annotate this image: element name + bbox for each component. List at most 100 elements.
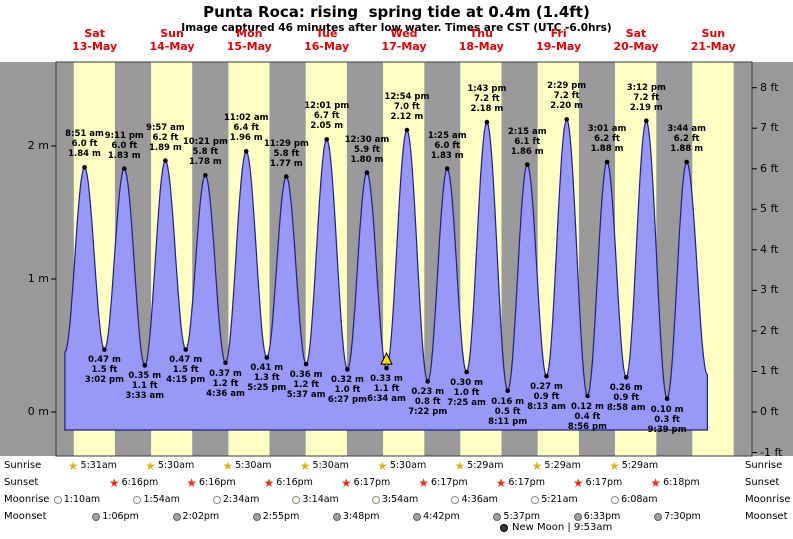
moonset-circle-icon [654,512,663,521]
moonrise-circle-icon [611,495,620,504]
astro-time: 5:29am [621,460,659,471]
low-tide-annotation: 0.47 m 1.5 ft 4:15 pm [154,355,218,385]
moonset-entry: 6:33pm [573,510,620,523]
sunrise-entry: ★ 5:31am [68,459,117,472]
sunrise-star-icon: ★ [454,458,466,473]
annotation-m: 1.83 m [430,150,464,161]
high-tide-annotation: 2:15 am 6.1 ft 1.86 m [495,127,559,157]
high-tide-annotation: 3:01 am 6.2 ft 1.88 m [575,124,639,154]
astro-row-label-right-moonset: Moonset [745,511,788,522]
annotation-m: 1.96 m [229,133,263,144]
tide-extreme-dot [82,165,87,170]
low-tide-annotation: 0.41 m 1.3 ft 5:25 pm [235,363,299,393]
annotation-ft: 0.4 ft [574,412,601,423]
day-label: Tue 16-May [297,27,357,53]
moonrise-circle-icon [133,495,142,504]
annotation-time: 4:15 pm [166,375,206,386]
moonrise-circle-icon [531,495,540,504]
astro-time: 2:34am [222,494,260,505]
moonset-circle-icon [172,512,181,521]
annotation-ft: 1.0 ft [453,388,480,399]
tide-extreme-dot [505,388,511,394]
low-tide-annotation: 0.37 m 1.2 ft 4:36 am [193,369,257,399]
sunrise-entry: ★ 5:30am [377,459,426,472]
tide-extreme-dot [564,117,569,122]
moonset-entry: 2:02pm [172,510,219,523]
day-date: 15-May [226,39,272,53]
moonrise-entry: 1:10am [53,493,100,506]
plot-border [55,61,753,457]
tide-extreme-dot [284,174,289,179]
high-tide-annotation: 1:43 pm 7.2 ft 2.18 m [455,84,519,114]
annotation-time: 8:51 am [65,129,104,140]
astro-time: 6:17pm [431,477,468,488]
sunrise-star-icon: ★ [299,458,311,473]
annotation-ft: 1.0 ft [334,385,361,396]
astro-time: 3:54am [381,494,419,505]
sunset-star-icon: ★ [572,475,584,490]
annotation-time: 6:34 am [367,394,406,405]
tide-extreme-dot [604,159,610,165]
day-date: 20-May [613,39,659,53]
astro-row-label-left-moonset: Moonset [4,511,47,522]
annotation-time: 8:11 pm [488,416,528,427]
sunset-entry: ★ 6:17pm [418,476,467,489]
day-label: Thu 18-May [451,27,511,53]
tide-extreme-dot [203,173,208,178]
annotation-m: 0.10 m [650,404,684,415]
low-tide-annotation: 0.23 m 0.8 ft 7:22 pm [396,387,460,417]
astro-row-label-left-moonrise: Moonrise [4,494,50,505]
low-tide-annotation: 0.27 m 0.9 ft 8:13 am [514,382,578,412]
sunset-star-icon: ★ [418,475,429,490]
astro-time: 5:30am [235,460,272,471]
sunrise-entry: ★ 5:30am [300,459,349,472]
annotation-time: 9:39 pm [647,424,687,435]
annotation-ft: 6.2 ft [594,133,620,144]
day-name: Tue [315,27,338,40]
tide-extreme-dot [484,119,490,125]
moonset-entry: 7:30pm [654,510,701,523]
astro-time: 5:30am [312,460,349,471]
astro-time: 4:42pm [423,511,460,522]
annotation-time: 1:25 am [427,130,467,141]
moonrise-circle-icon [451,495,460,504]
sunset-star-icon: ★ [108,475,120,490]
day-date: 14-May [149,39,195,53]
low-tide-annotation: 0.30 m 1.0 ft 7:25 am [435,378,499,408]
annotation-ft: 5.8 ft [192,147,219,158]
annotation-ft: 7.2 ft [473,94,500,105]
tide-extreme-dot [102,347,107,352]
annotation-time: 3:44 am [667,123,707,134]
sunset-entry: ★ 6:17pm [496,476,545,489]
day-label: Sat 20-May [606,27,666,53]
annotation-ft: 0.9 ft [613,393,640,404]
tide-extreme-dot [684,159,689,165]
annotation-m: 2.05 m [310,121,344,132]
high-tide-annotation: 10:21 pm 5.8 ft 1.78 m [173,137,237,167]
annotation-m: 1.80 m [350,154,384,165]
annotation-ft: 1.2 ft [293,380,319,391]
astro-time: 6:17pm [508,477,545,488]
annotation-m: 0.32 m [331,375,364,386]
moonset-circle-icon [573,512,582,521]
astro-time: 1:06pm [102,511,139,522]
moonset-circle-icon [252,512,261,521]
annotation-ft: 7.2 ft [633,92,660,103]
tide-extreme-dot [644,118,649,123]
annotation-m: 0.47 m [88,355,121,366]
high-tide-annotation: 3:44 am 6.2 ft 1.88 m [655,124,719,154]
sunset-star-icon: ★ [650,475,662,490]
astro-time: 6:16pm [121,477,159,488]
right-axis-label: -1 ft [760,445,783,459]
annotation-ft: 7.2 ft [553,91,580,102]
moonrise-entry: 2:34am [212,493,260,506]
annotation-time: 5:37 am [286,390,326,401]
moonset-entry: 5:37pm [493,510,540,523]
annotation-m: 1.86 m [510,146,544,157]
sunrise-star-icon: ★ [67,458,79,473]
tide-extreme-dot [243,149,249,154]
moonrise-entry: 3:54am [371,493,419,506]
tide-extreme-dot [142,363,148,368]
moonrise-entry: 6:08am [611,493,658,506]
